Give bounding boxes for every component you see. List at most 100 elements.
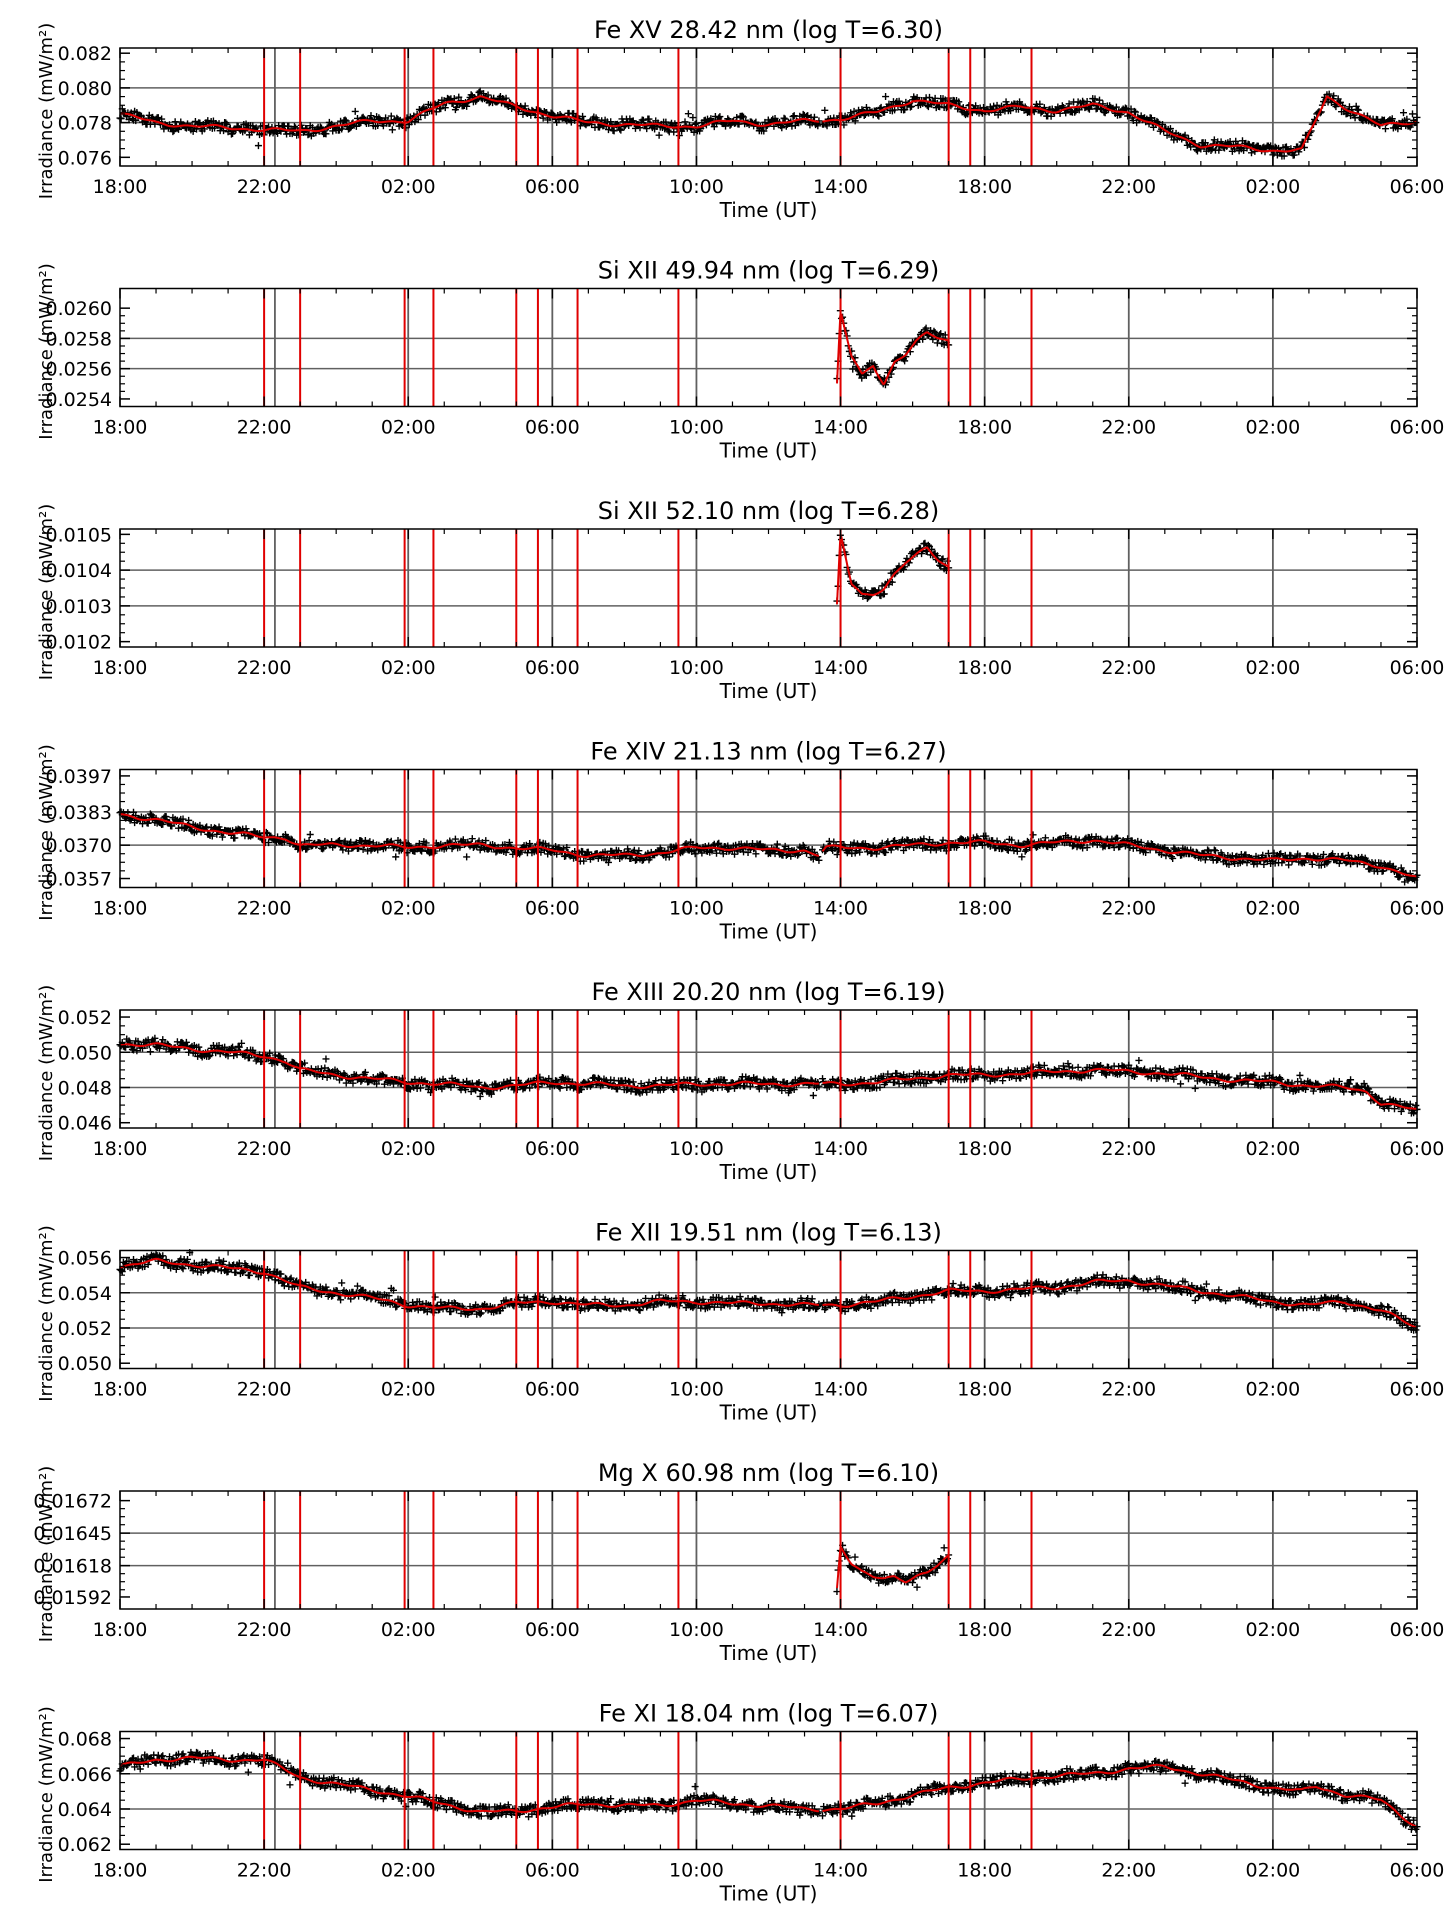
data-point bbox=[1047, 112, 1055, 120]
data-point bbox=[716, 113, 724, 121]
x-tick-label: 14:00 bbox=[813, 898, 868, 920]
data-point bbox=[1282, 143, 1290, 151]
x-tick-label: 02:00 bbox=[1246, 1138, 1301, 1160]
data-point bbox=[760, 127, 768, 135]
data-point bbox=[1159, 120, 1167, 128]
plot-frame bbox=[119, 768, 1418, 889]
data-point bbox=[1130, 107, 1138, 115]
chart-panel: Fe XIV 21.13 nm (log T=6.27)0.03970.0383… bbox=[36, 738, 1444, 944]
data-point bbox=[223, 120, 231, 128]
data-point bbox=[117, 115, 125, 123]
data-point bbox=[1177, 1080, 1185, 1088]
data-point bbox=[1210, 846, 1218, 854]
data-point bbox=[468, 835, 476, 843]
data-point bbox=[1215, 146, 1223, 154]
data-point bbox=[519, 110, 527, 118]
data-points bbox=[116, 87, 1421, 160]
x-axis-label: Time (UT) bbox=[719, 439, 818, 463]
data-point bbox=[689, 114, 697, 122]
data-point bbox=[763, 1085, 771, 1093]
x-tick-label: 10:00 bbox=[669, 176, 724, 198]
fit-line bbox=[120, 95, 819, 133]
data-point bbox=[177, 118, 185, 126]
x-tick-label: 22:00 bbox=[237, 898, 292, 920]
fit-line bbox=[822, 95, 1418, 153]
data-point bbox=[316, 123, 324, 131]
data-points bbox=[116, 1034, 1421, 1117]
data-point bbox=[1403, 115, 1411, 123]
data-point bbox=[521, 102, 529, 110]
data-point bbox=[484, 91, 492, 99]
y-axis-label: Irradiance (mW/m²) bbox=[36, 263, 57, 440]
data-points bbox=[833, 531, 953, 605]
data-point bbox=[1280, 152, 1288, 160]
x-tick-label: 14:00 bbox=[813, 176, 868, 198]
chart-panel: Si XII 52.10 nm (log T=6.28)0.01050.0104… bbox=[36, 497, 1444, 703]
data-point bbox=[662, 118, 670, 126]
x-tick-label: 02:00 bbox=[381, 1138, 436, 1160]
data-point bbox=[789, 113, 797, 121]
x-tick-label: 02:00 bbox=[1246, 898, 1301, 920]
data-point bbox=[441, 104, 449, 112]
data-point bbox=[733, 113, 741, 121]
chart-title: Fe XIII 20.20 nm (log T=6.19) bbox=[592, 978, 946, 1006]
x-tick-label: 22:00 bbox=[1101, 898, 1156, 920]
y-tick-label: 0.076 bbox=[58, 147, 112, 169]
data-point bbox=[132, 117, 140, 125]
x-tick-label: 14:00 bbox=[813, 657, 868, 679]
data-point bbox=[463, 102, 471, 110]
x-tick-label: 18:00 bbox=[93, 417, 148, 439]
x-tick-label: 02:00 bbox=[1246, 417, 1301, 439]
data-point bbox=[351, 107, 359, 115]
data-point bbox=[875, 112, 883, 120]
x-tick-label: 10:00 bbox=[669, 417, 724, 439]
x-tick-label: 06:00 bbox=[525, 657, 580, 679]
x-axis-label: Time (UT) bbox=[719, 1160, 818, 1184]
data-point bbox=[691, 1076, 699, 1084]
data-point bbox=[936, 103, 944, 111]
x-tick-label: 06:00 bbox=[1390, 417, 1445, 439]
data-point bbox=[1399, 109, 1407, 117]
x-tick-label: 06:00 bbox=[525, 417, 580, 439]
data-point bbox=[1166, 125, 1174, 133]
x-tick-label: 02:00 bbox=[381, 417, 436, 439]
data-point bbox=[475, 88, 483, 96]
x-tick-label: 18:00 bbox=[93, 1138, 148, 1160]
y-axis-label: Irradiance (mW/m²) bbox=[36, 23, 57, 200]
x-tick-label: 22:00 bbox=[1101, 176, 1156, 198]
data-point bbox=[387, 112, 395, 120]
x-tick-label: 02:00 bbox=[381, 176, 436, 198]
data-point bbox=[907, 102, 915, 110]
data-point bbox=[616, 125, 624, 133]
x-tick-label: 18:00 bbox=[93, 657, 148, 679]
data-point bbox=[781, 115, 789, 123]
data-point bbox=[1354, 106, 1362, 114]
data-point bbox=[1091, 95, 1099, 103]
data-point bbox=[1016, 98, 1024, 106]
x-tick-label: 18:00 bbox=[93, 176, 148, 198]
data-point bbox=[1074, 1063, 1082, 1071]
data-point bbox=[290, 123, 298, 131]
data-point bbox=[1036, 100, 1044, 108]
data-point bbox=[1041, 834, 1049, 842]
data-point bbox=[780, 114, 788, 122]
data-point bbox=[1071, 108, 1079, 116]
data-point bbox=[821, 106, 829, 114]
data-point bbox=[689, 1085, 697, 1093]
data-point bbox=[895, 97, 903, 105]
data-point bbox=[629, 1078, 637, 1086]
x-axis-label: Time (UT) bbox=[719, 679, 818, 703]
data-point bbox=[322, 1055, 330, 1063]
data-point bbox=[840, 121, 848, 129]
data-point bbox=[1290, 151, 1298, 159]
x-tick-label: 18:00 bbox=[957, 417, 1012, 439]
data-point bbox=[146, 1048, 154, 1056]
data-point bbox=[1085, 105, 1093, 113]
data-point bbox=[722, 122, 730, 130]
data-point bbox=[810, 113, 818, 121]
x-tick-label: 02:00 bbox=[1246, 176, 1301, 198]
data-point bbox=[185, 816, 193, 824]
data-point bbox=[923, 101, 931, 109]
chart-title: Fe XII 19.51 nm (log T=6.13) bbox=[595, 1219, 942, 1247]
x-tick-label: 18:00 bbox=[93, 898, 148, 920]
